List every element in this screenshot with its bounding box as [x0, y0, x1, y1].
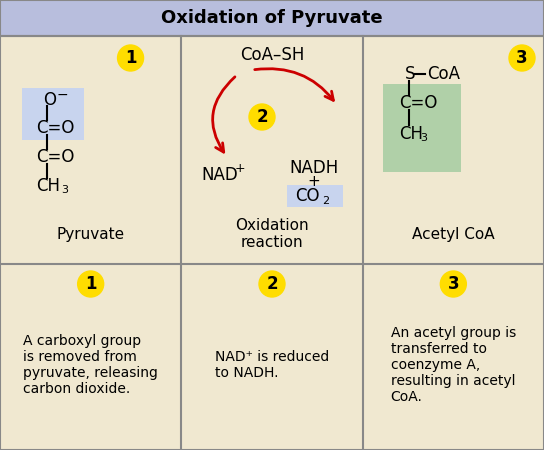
Text: CH: CH: [36, 177, 60, 195]
Text: An acetyl group is
transferred to
coenzyme A,
resulting in acetyl
CoA.: An acetyl group is transferred to coenzy…: [391, 326, 516, 405]
FancyBboxPatch shape: [22, 88, 84, 140]
Text: O: O: [43, 91, 56, 109]
Text: A carboxyl group
is removed from
pyruvate, releasing
carbon dioxide.: A carboxyl group is removed from pyruvat…: [23, 334, 158, 396]
Text: CO: CO: [295, 187, 319, 205]
Text: 3: 3: [421, 133, 428, 143]
Text: 1: 1: [85, 275, 96, 293]
Text: +: +: [307, 175, 320, 189]
Text: Pyruvate: Pyruvate: [57, 226, 125, 242]
Text: Oxidation
reaction: Oxidation reaction: [235, 218, 309, 250]
Text: NAD: NAD: [202, 166, 238, 184]
Text: CH: CH: [399, 125, 423, 143]
Text: +: +: [234, 162, 245, 176]
Text: CoA: CoA: [426, 65, 460, 83]
Circle shape: [249, 104, 275, 130]
Text: 1: 1: [125, 49, 137, 67]
Text: NADH: NADH: [289, 159, 338, 177]
Text: NAD⁺ is reduced
to NADH.: NAD⁺ is reduced to NADH.: [215, 350, 329, 380]
FancyArrowPatch shape: [255, 69, 333, 100]
Circle shape: [509, 45, 535, 71]
Text: C=O: C=O: [399, 94, 437, 112]
Circle shape: [259, 271, 285, 297]
FancyBboxPatch shape: [0, 0, 544, 36]
Text: C=O: C=O: [36, 148, 75, 166]
Text: −: −: [57, 88, 69, 102]
Circle shape: [440, 271, 466, 297]
FancyArrowPatch shape: [213, 77, 235, 152]
Text: CoA–SH: CoA–SH: [240, 46, 304, 64]
Text: 2: 2: [323, 196, 330, 206]
Text: 3: 3: [448, 275, 459, 293]
Text: C=O: C=O: [36, 119, 75, 137]
FancyBboxPatch shape: [287, 185, 343, 207]
FancyBboxPatch shape: [382, 84, 461, 172]
Text: 3: 3: [516, 49, 528, 67]
Text: 2: 2: [256, 108, 268, 126]
Circle shape: [78, 271, 104, 297]
Text: Oxidation of Pyruvate: Oxidation of Pyruvate: [161, 9, 383, 27]
Text: 2: 2: [266, 275, 278, 293]
Text: 3: 3: [61, 185, 68, 195]
Circle shape: [118, 45, 144, 71]
Text: S: S: [405, 65, 415, 83]
Text: Acetyl CoA: Acetyl CoA: [412, 226, 494, 242]
